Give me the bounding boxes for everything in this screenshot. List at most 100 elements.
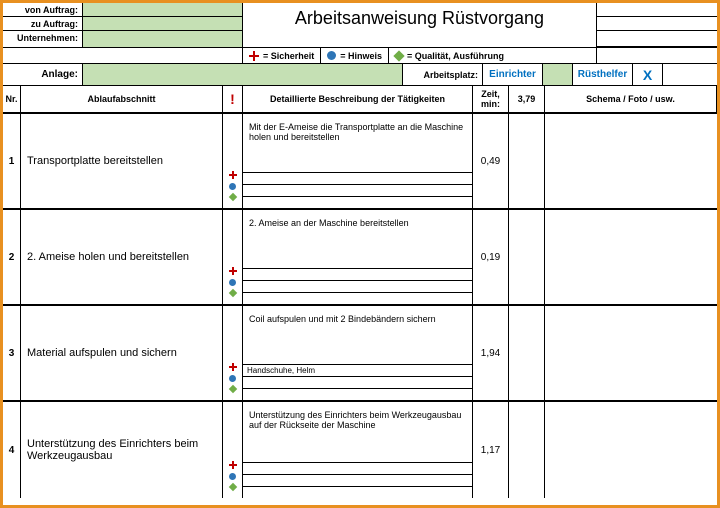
row-zeit: 1,17 xyxy=(473,402,509,498)
row-desc-line xyxy=(243,474,472,486)
row-zeit2 xyxy=(509,114,545,208)
diamond-icon xyxy=(228,385,236,393)
plus-icon xyxy=(229,171,237,179)
row-desc-line xyxy=(243,268,472,280)
diamond-icon xyxy=(393,50,404,61)
von-auftrag-value[interactable] xyxy=(83,3,243,16)
diamond-icon xyxy=(228,483,236,491)
legend-right xyxy=(597,48,717,63)
row-nr: 2 xyxy=(3,210,21,304)
row-desc-main: 2. Ameise an der Maschine bereitstellen xyxy=(243,210,472,268)
row-ablauf: 2. Ameise holen und bereitstellen xyxy=(21,210,223,304)
row-desc-main: Unterstützung des Einrichters beim Werkz… xyxy=(243,402,472,462)
col-excl: ! xyxy=(223,86,243,112)
row-zeit2 xyxy=(509,306,545,400)
header: von Auftrag: zu Auftrag: Unternehmen: Ar… xyxy=(3,3,717,48)
table-body: 1 Transportplatte bereitstellen Mit der … xyxy=(3,114,717,498)
row-nr: 4 xyxy=(3,402,21,498)
col-schema: Schema / Foto / usw. xyxy=(545,86,717,112)
col-desc: Detaillierte Beschreibung der Tätigkeite… xyxy=(243,86,473,112)
header-right-cell-3 xyxy=(597,31,717,47)
row-desc-line xyxy=(243,280,472,292)
row-zeit: 0,49 xyxy=(473,114,509,208)
row-zeit2 xyxy=(509,402,545,498)
zu-auftrag-value[interactable] xyxy=(83,17,243,30)
row-desc-lines xyxy=(243,462,472,498)
row-desc-line xyxy=(243,196,472,208)
circle-icon xyxy=(229,473,236,480)
anlage-label: Anlage: xyxy=(3,64,83,85)
row-desc-line xyxy=(243,388,472,400)
row-desc-lines xyxy=(243,268,472,304)
row-desc: Mit der E-Ameise die Transportplatte an … xyxy=(243,114,473,208)
row-zeit: 1,94 xyxy=(473,306,509,400)
row-zeit2 xyxy=(509,210,545,304)
col-zeit-total: 3,79 xyxy=(509,86,545,112)
plus-icon xyxy=(229,461,237,469)
legend-sicherheit-text: = Sicherheit xyxy=(263,51,314,61)
row-schema xyxy=(545,402,717,498)
column-headers: Nr. Ablaufabschnitt ! Detaillierte Besch… xyxy=(3,86,717,114)
row-desc-lines: Handschuhe, Helm xyxy=(243,364,472,400)
row-desc-line: Handschuhe, Helm xyxy=(243,364,472,376)
legend-hinweis: = Hinweis xyxy=(321,48,389,63)
unternehmen-label: Unternehmen: xyxy=(3,31,83,47)
row-desc-main: Coil aufspulen und mit 2 Bindebändern si… xyxy=(243,306,472,364)
row-desc: Unterstützung des Einrichters beim Werkz… xyxy=(243,402,473,498)
row-desc-main: Mit der E-Ameise die Transportplatte an … xyxy=(243,114,472,172)
anlage-row: Anlage: Arbeitsplatz: Einrichter Rüsthel… xyxy=(3,64,717,86)
header-right-cell-2 xyxy=(597,17,717,31)
circle-icon xyxy=(229,279,236,286)
document-title: Arbeitsanweisung Rüstvorgang xyxy=(243,3,597,47)
row-schema xyxy=(545,306,717,400)
ruesthelfer-label: Rüsthelfer xyxy=(573,64,633,85)
circle-icon xyxy=(229,183,236,190)
row-desc-line xyxy=(243,376,472,388)
col-ablauf: Ablaufabschnitt xyxy=(21,86,223,112)
row-desc-lines xyxy=(243,172,472,208)
circle-icon xyxy=(327,51,336,60)
table-row: 2 2. Ameise holen und bereitstellen 2. A… xyxy=(3,210,717,306)
legend-sicherheit: = Sicherheit xyxy=(243,48,321,63)
row-ablauf: Unterstützung des Einrichters beim Werkz… xyxy=(21,402,223,498)
von-auftrag-row: von Auftrag: xyxy=(3,3,243,17)
row-icons xyxy=(223,402,243,498)
work-instruction-sheet: von Auftrag: zu Auftrag: Unternehmen: Ar… xyxy=(0,0,720,508)
row-schema xyxy=(545,114,717,208)
legend-qualitaet-text: = Qualität, Ausführung xyxy=(407,51,504,61)
row-schema xyxy=(545,210,717,304)
plus-icon xyxy=(229,267,237,275)
anlage-spacer xyxy=(663,64,717,85)
col-zeit: Zeit, min: xyxy=(473,86,509,112)
diamond-icon xyxy=(228,193,236,201)
row-icons xyxy=(223,210,243,304)
plus-icon xyxy=(229,363,237,371)
row-ablauf: Material aufspulen und sichern xyxy=(21,306,223,400)
legend-row: = Sicherheit = Hinweis = Qualität, Ausfü… xyxy=(3,48,717,64)
row-ablauf: Transportplatte bereitstellen xyxy=(21,114,223,208)
row-desc-line xyxy=(243,462,472,474)
ruesthelfer-x: X xyxy=(633,64,663,85)
row-desc-line xyxy=(243,172,472,184)
anlage-value[interactable] xyxy=(83,64,403,85)
col-nr: Nr. xyxy=(3,86,21,112)
einrichter-cell[interactable] xyxy=(543,64,573,85)
legend-blank xyxy=(3,48,243,63)
diamond-icon xyxy=(228,289,236,297)
header-right-cell-1 xyxy=(597,3,717,17)
zu-auftrag-row: zu Auftrag: xyxy=(3,17,243,31)
table-row: 4 Unterstützung des Einrichters beim Wer… xyxy=(3,402,717,498)
von-auftrag-label: von Auftrag: xyxy=(3,3,83,16)
header-right xyxy=(597,3,717,47)
row-icons xyxy=(223,114,243,208)
zu-auftrag-label: zu Auftrag: xyxy=(3,17,83,30)
row-nr: 1 xyxy=(3,114,21,208)
table-row: 1 Transportplatte bereitstellen Mit der … xyxy=(3,114,717,210)
legend-qualitaet: = Qualität, Ausführung xyxy=(389,48,510,63)
legend-hinweis-text: = Hinweis xyxy=(340,51,382,61)
plus-icon xyxy=(249,51,259,61)
einrichter-label: Einrichter xyxy=(483,64,543,85)
circle-icon xyxy=(229,375,236,382)
unternehmen-value[interactable] xyxy=(83,31,243,47)
legend-items: = Sicherheit = Hinweis = Qualität, Ausfü… xyxy=(243,48,597,63)
